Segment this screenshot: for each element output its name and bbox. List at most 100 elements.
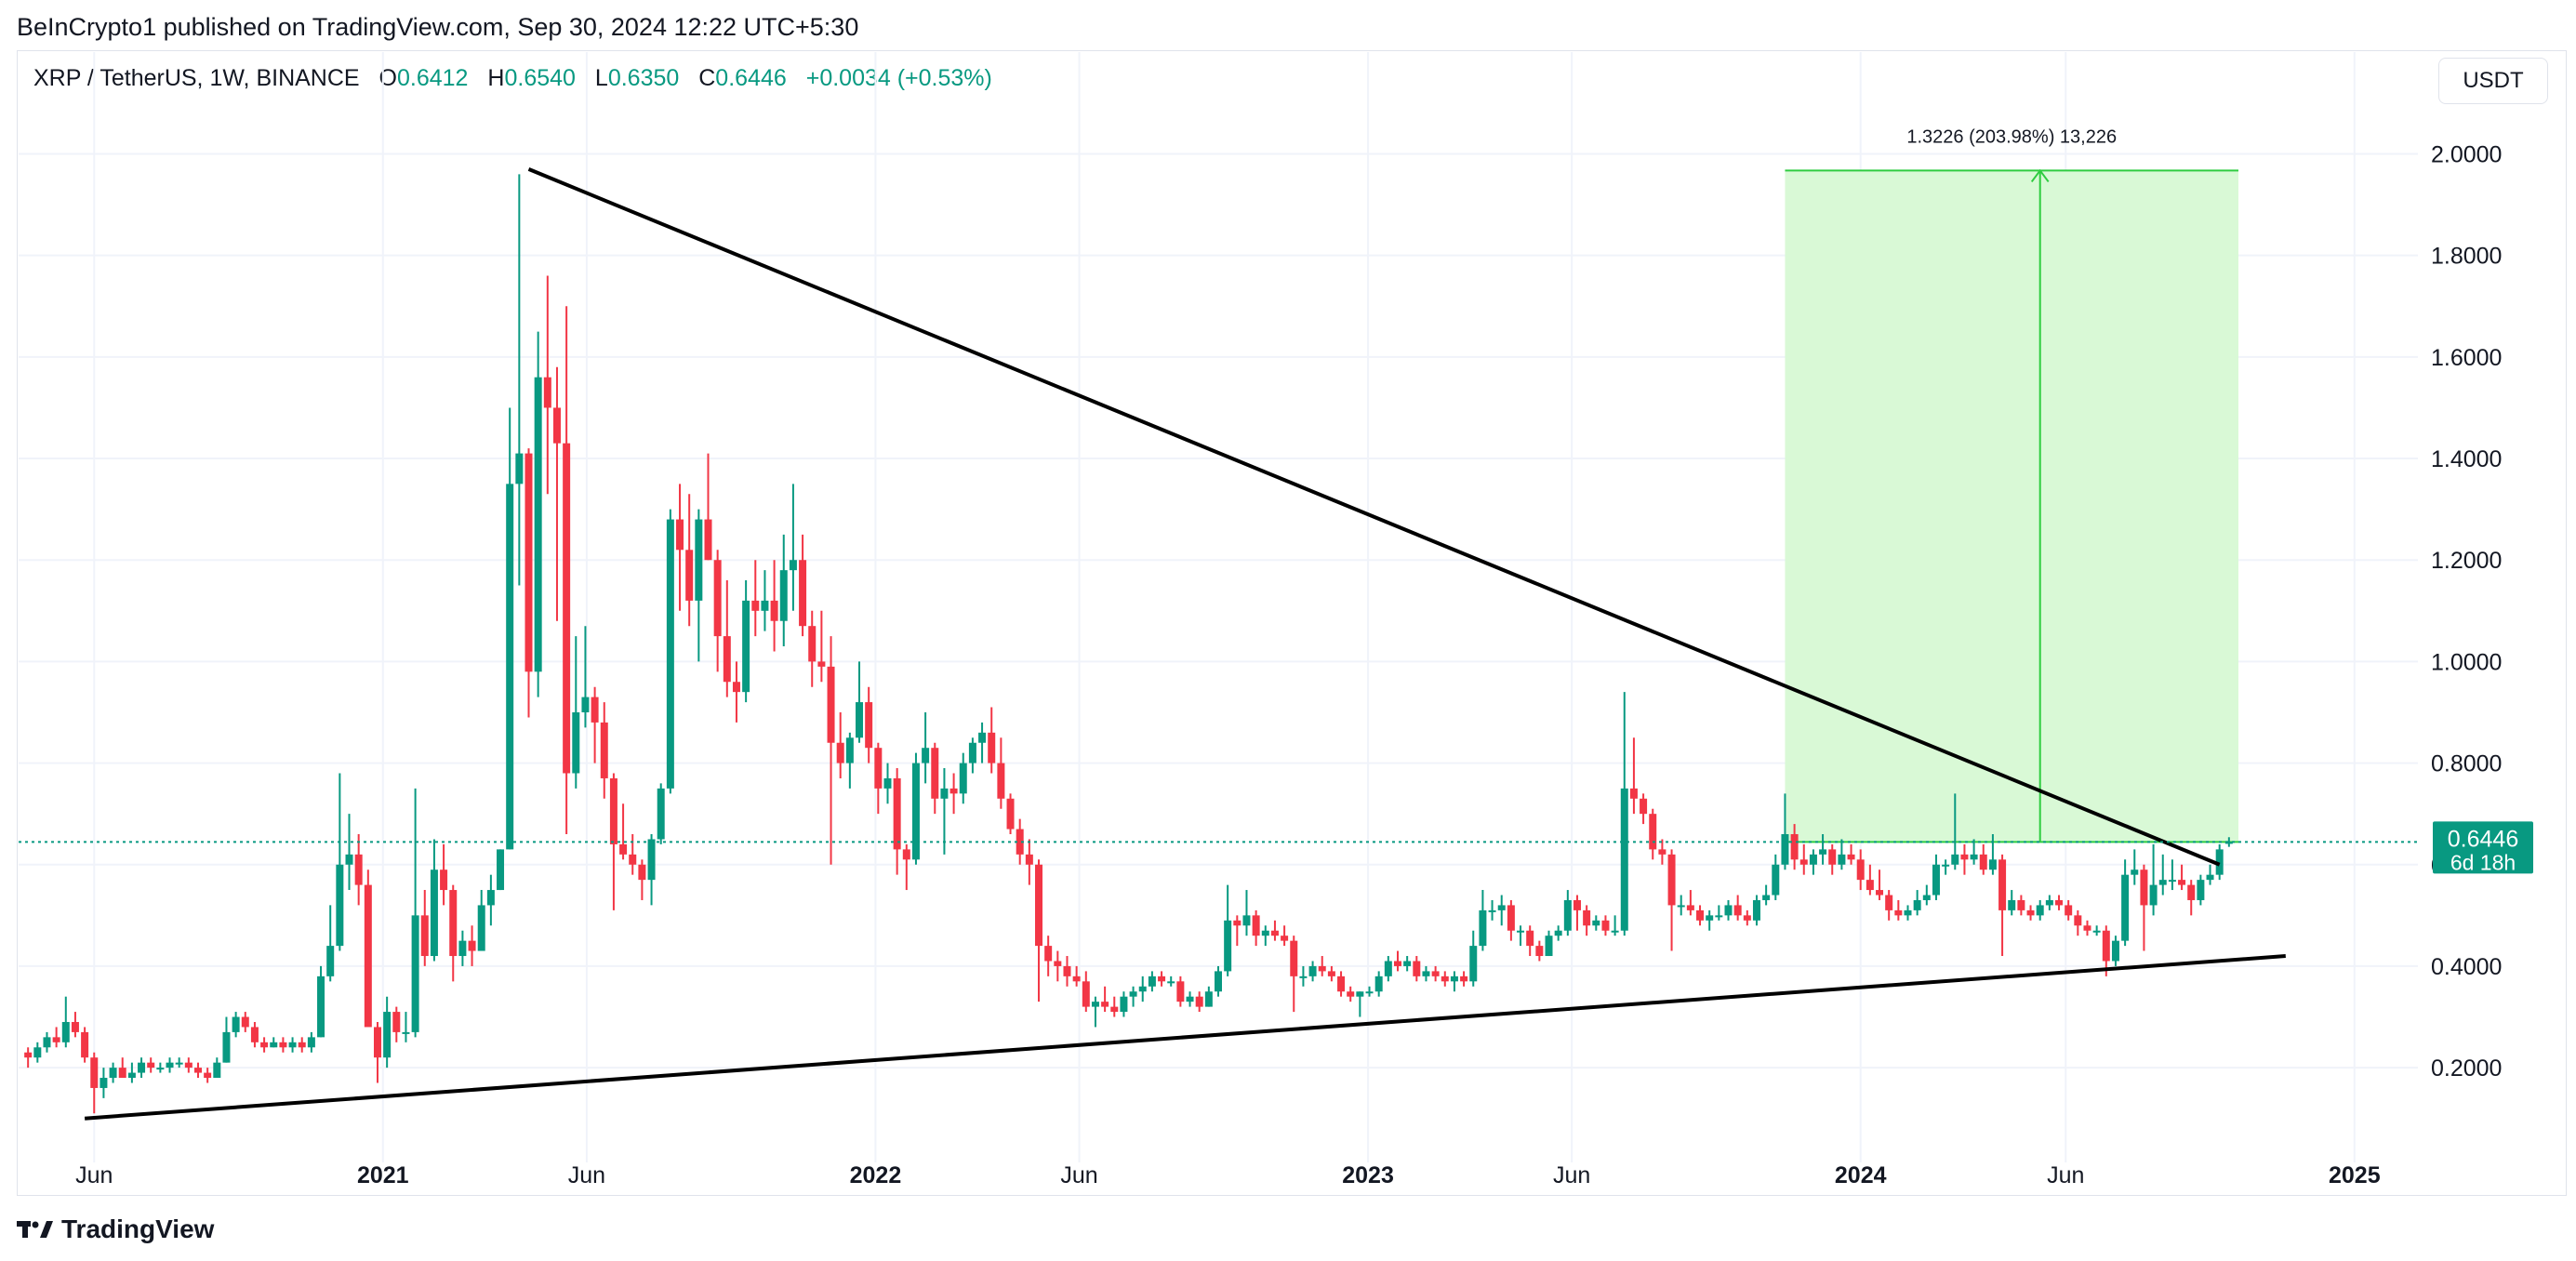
candle xyxy=(2140,864,2148,951)
grid xyxy=(19,52,2418,1162)
candle xyxy=(922,711,930,784)
candle-body xyxy=(1318,965,1326,972)
candle-body xyxy=(1696,909,1705,921)
candle-body xyxy=(1686,905,1694,910)
candle-body xyxy=(486,890,495,906)
price-chart[interactable]: 1.3226 (203.98%) 13,226 2.0000 1.8000 1.600… xyxy=(0,0,2576,1209)
candle-body xyxy=(2168,880,2176,883)
candle xyxy=(1563,890,1572,936)
candle-body xyxy=(1772,864,1780,896)
candle-body xyxy=(1186,996,1194,1002)
candle xyxy=(2111,936,2119,966)
candle-body xyxy=(1507,905,1515,931)
candle xyxy=(1422,965,1430,982)
currency-button[interactable]: USDT xyxy=(2438,58,2548,104)
candle xyxy=(1640,793,1648,825)
candle-body xyxy=(742,600,750,693)
candle-body xyxy=(156,1068,165,1070)
candle xyxy=(1138,976,1147,1002)
candle-body xyxy=(1138,986,1147,992)
y-tick-label: 1.2000 xyxy=(2431,548,2502,574)
candle xyxy=(1866,864,1874,896)
candle-body xyxy=(1270,930,1279,936)
candle xyxy=(1176,976,1185,1007)
candle-body xyxy=(1290,940,1298,976)
candle xyxy=(1856,849,1865,891)
candle xyxy=(1460,971,1468,987)
symbol-label[interactable]: XRP / TetherUS, 1W, BINANCE xyxy=(33,65,360,91)
candle xyxy=(213,1057,221,1079)
candle xyxy=(2055,895,2064,910)
x-tick-label: 2022 xyxy=(850,1162,902,1188)
candle-body xyxy=(638,864,646,881)
candle xyxy=(2008,890,2016,916)
candle xyxy=(1535,940,1544,962)
candle-body xyxy=(1365,991,1374,994)
candle-body xyxy=(1563,899,1572,931)
candle-body xyxy=(1640,798,1648,815)
candle xyxy=(336,773,344,951)
candle xyxy=(1110,996,1119,1017)
x-tick-label: 2024 xyxy=(1835,1162,1887,1188)
candle-body xyxy=(2092,930,2101,933)
candle xyxy=(1970,839,1978,865)
candle-body xyxy=(856,702,864,738)
candle xyxy=(997,737,1005,809)
candle-body xyxy=(600,722,608,778)
candle xyxy=(127,1062,136,1083)
candle-body xyxy=(865,702,873,749)
candle-body xyxy=(1781,834,1789,865)
candle xyxy=(1158,971,1166,987)
candle-body xyxy=(988,732,996,763)
candle-body xyxy=(534,377,542,672)
x-axis: Jun 2021 Jun 2022 Jun 2023 Jun 2024 Jun 2025 xyxy=(75,1162,2381,1188)
candle xyxy=(1677,895,1685,916)
y-tick-label: 1.8000 xyxy=(2431,244,2502,270)
candle-body xyxy=(326,946,335,976)
candle-body xyxy=(1913,899,1921,910)
candle-body xyxy=(959,763,967,794)
y-tick-label: 1.6000 xyxy=(2431,345,2502,371)
y-axis: 2.0000 1.8000 1.6000 1.4000 1.2000 1.0000 0.80… xyxy=(2431,142,2502,1082)
candle xyxy=(345,814,353,891)
candle-body xyxy=(1441,976,1449,982)
candle-body xyxy=(61,1021,70,1042)
candle xyxy=(147,1057,155,1073)
candle xyxy=(166,1057,174,1073)
candle xyxy=(1120,991,1128,1017)
candle xyxy=(468,925,476,966)
trendline xyxy=(84,954,2286,1121)
candle xyxy=(1592,915,1600,931)
candle-body xyxy=(1545,936,1553,957)
candle xyxy=(1649,808,1657,860)
candle-body xyxy=(893,777,901,850)
candle xyxy=(836,711,844,778)
candle-body xyxy=(1450,976,1458,982)
candle-body xyxy=(204,1072,212,1079)
candle xyxy=(1517,925,1525,947)
candle xyxy=(940,768,949,855)
candle xyxy=(1035,859,1043,1002)
candle xyxy=(1819,834,1827,865)
candle xyxy=(1799,843,1808,875)
candle xyxy=(959,752,967,804)
candle xyxy=(193,1062,202,1079)
candle xyxy=(24,1047,33,1069)
candle xyxy=(2178,864,2186,891)
candle-body xyxy=(506,484,514,850)
candle xyxy=(1904,905,1912,921)
candle xyxy=(326,905,335,982)
candle xyxy=(2121,859,2130,947)
candle xyxy=(1129,986,1137,1007)
candle xyxy=(1479,890,1487,951)
candle xyxy=(2197,874,2205,906)
candle xyxy=(1658,839,1666,865)
candle xyxy=(1365,986,1374,997)
candle xyxy=(1072,965,1081,987)
candle-body xyxy=(1677,905,1685,908)
tradingview-logo[interactable]: TradingView xyxy=(17,1215,214,1244)
candle-body xyxy=(1356,991,1364,997)
candle xyxy=(1308,961,1317,982)
candle-body xyxy=(1942,864,1950,867)
candle xyxy=(779,534,788,647)
